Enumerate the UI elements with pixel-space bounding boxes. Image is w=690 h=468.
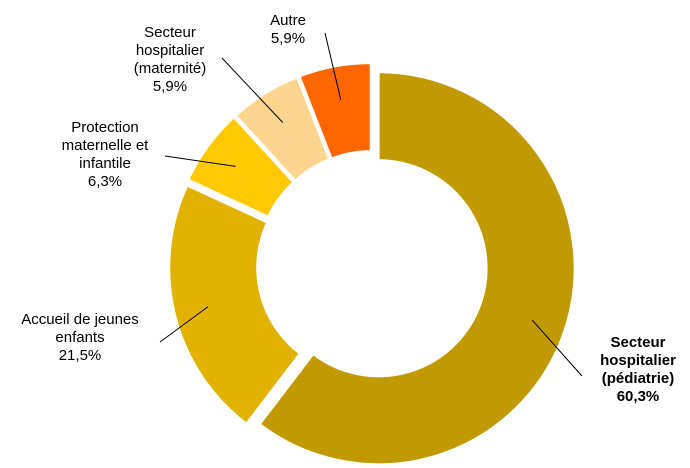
donut-slice [234, 76, 331, 182]
leader-line [324, 32, 342, 101]
slice-label: Accueil de jeunes enfants 21,5% [0, 311, 160, 365]
category-label: Secteur hospitalier (maternité) [133, 24, 207, 77]
category-label: Secteur hospitalier (pédiatrie) [600, 334, 676, 387]
leader-line [164, 155, 236, 167]
value-label: 5,9% [152, 78, 188, 95]
leader-line [531, 319, 583, 377]
value-label: 6,3% [87, 173, 123, 190]
value-label: 60,3% [616, 388, 660, 405]
value-label: 21,5% [58, 347, 102, 364]
leader-line [159, 306, 209, 343]
slice-label: Secteur hospitalier (maternité) 5,9% [120, 24, 220, 96]
donut-slice [187, 116, 295, 218]
slice-label: Protection maternelle et infantile 6,3% [45, 119, 165, 191]
slice-label: Secteur hospitalier (pédiatrie) 60,3% [583, 334, 690, 406]
leader-line [221, 57, 284, 123]
donut-slice [258, 71, 576, 466]
category-label: Accueil de jeunes enfants [21, 311, 139, 346]
value-label: 5,9% [270, 30, 306, 47]
slice-label: Autre 5,9% [258, 12, 318, 48]
category-label: Autre [270, 12, 306, 29]
category-label: Protection maternelle et infantile [61, 119, 149, 172]
donut-slice [168, 184, 302, 426]
donut-slice [298, 62, 372, 160]
